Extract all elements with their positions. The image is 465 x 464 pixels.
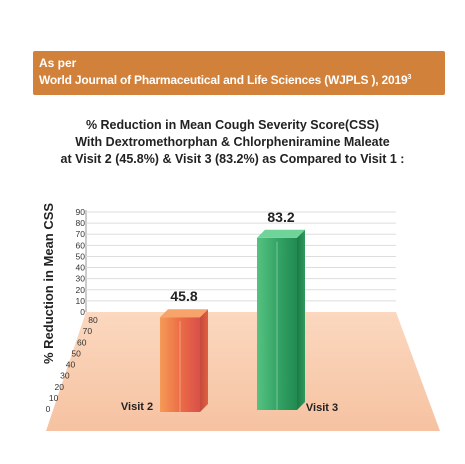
y-tick-label: 10	[76, 296, 86, 306]
floor-tick-label: 10	[49, 393, 59, 403]
bar-front-face	[160, 317, 200, 412]
category-label: Visit 2	[121, 401, 153, 413]
floor-tick-label: 60	[77, 337, 87, 347]
chart-title-line-1: % Reduction in Mean Cough Severity Score…	[85, 118, 380, 132]
banner-journal-line: World Journal of Pharmaceutical and Life…	[39, 73, 411, 87]
floor-tick-label: 80	[88, 315, 98, 325]
floor-tick-label: 30	[60, 371, 70, 381]
banner-journal-name: World Journal of Pharmaceutical and Life…	[39, 73, 408, 87]
y-axis-label: % Reduction in Mean CSS	[41, 203, 56, 364]
bar-value-label: 83.2	[267, 209, 294, 225]
bar-top-face	[160, 309, 208, 318]
y-tick-label: 90	[76, 207, 86, 217]
bar-top-face	[257, 229, 305, 238]
floor-tick-label: 40	[66, 360, 76, 370]
source-banner: As per World Journal of Pharmaceutical a…	[33, 51, 445, 95]
chart-floor	[46, 312, 440, 431]
bar-side-face	[200, 309, 208, 412]
y-tick-label: 80	[76, 218, 86, 228]
banner-reference-superscript: 3	[407, 74, 412, 81]
y-tick-label: 60	[76, 240, 86, 250]
y-tick-label: 20	[76, 285, 86, 295]
y-tick-label: 30	[76, 274, 86, 284]
bar-visit-2	[160, 309, 208, 412]
floor-tick-label: 0	[46, 404, 51, 414]
floor-tick-label: 70	[83, 326, 93, 336]
category-label: Visit 3	[306, 402, 338, 414]
chart-title-line-3: at Visit 2 (45.8%) & Visit 3 (83.2%) as …	[60, 152, 405, 166]
banner-as-per-text: As per	[39, 56, 77, 70]
y-tick-label: 50	[76, 251, 86, 261]
chart-title-line-2: With Dextromethorphan & Chlorpheniramine…	[75, 135, 390, 149]
bar-value-label: 45.8	[170, 288, 197, 304]
floor-tick-label: 50	[71, 348, 81, 358]
y-tick-label: 70	[76, 229, 86, 239]
bar-side-face	[297, 229, 305, 410]
floor-tick-label: 20	[55, 382, 65, 392]
bar-visit-3	[257, 229, 305, 410]
y-tick-label: 0	[80, 307, 85, 317]
y-tick-label: 40	[76, 263, 86, 273]
bar-front-face	[257, 237, 297, 410]
